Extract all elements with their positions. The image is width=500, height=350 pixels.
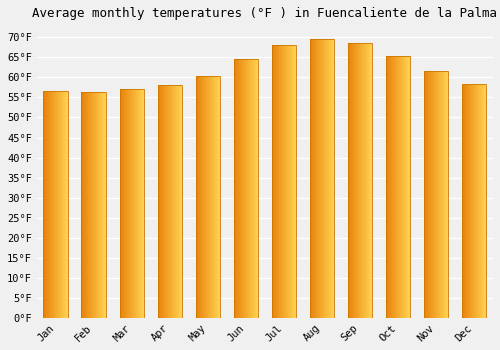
Bar	[348, 43, 372, 318]
Bar	[158, 85, 182, 318]
Bar	[120, 89, 144, 318]
Bar	[196, 76, 220, 318]
Bar	[234, 59, 258, 318]
Bar	[310, 39, 334, 318]
Title: Average monthly temperatures (°F ) in Fuencaliente de la Palma: Average monthly temperatures (°F ) in Fu…	[32, 7, 497, 20]
Bar	[386, 56, 410, 318]
Bar	[82, 92, 106, 318]
Bar	[272, 45, 296, 318]
Bar	[44, 91, 68, 318]
Bar	[424, 71, 448, 318]
Bar	[462, 84, 486, 318]
